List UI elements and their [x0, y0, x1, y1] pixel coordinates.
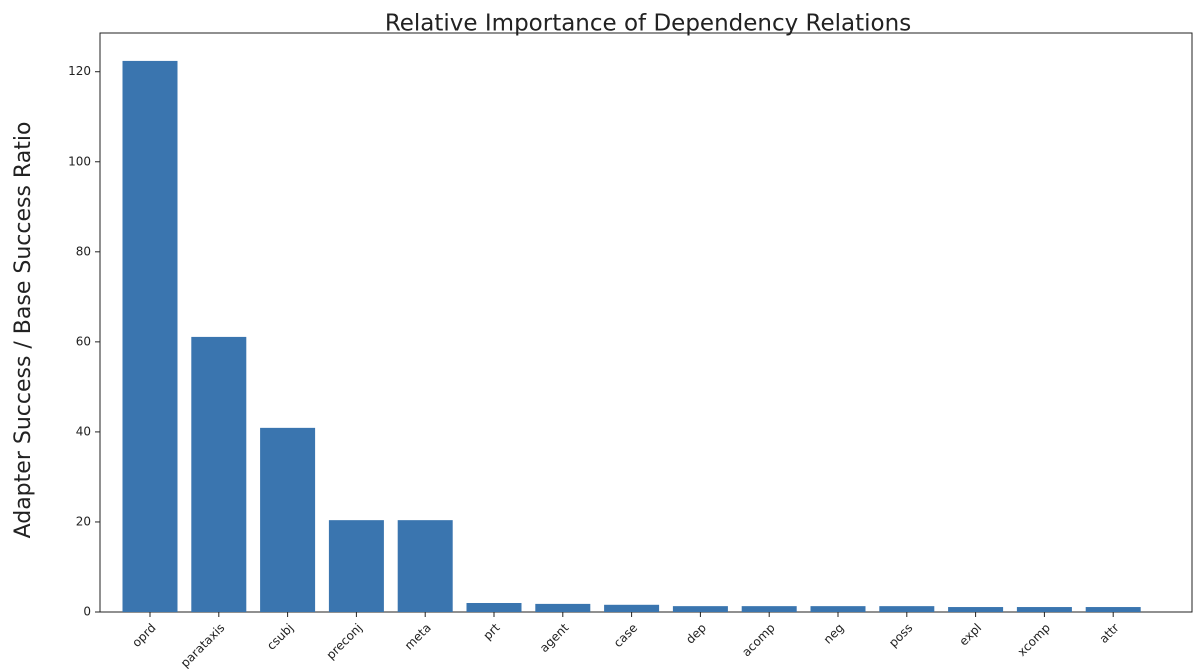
- bar: [672, 606, 728, 612]
- bar: [466, 602, 522, 612]
- bar: [810, 606, 866, 612]
- x-tick-label: neg: [821, 621, 847, 647]
- bar: [191, 336, 247, 612]
- y-tick-label: 100: [68, 154, 91, 168]
- bar: [535, 603, 591, 612]
- x-tick-label: prt: [480, 620, 502, 642]
- y-tick-label: 40: [76, 424, 91, 438]
- x-tick-label: case: [611, 621, 640, 650]
- chart-title: Relative Importance of Dependency Relati…: [385, 11, 911, 37]
- bar: [1016, 607, 1072, 612]
- x-tick-label: expl: [956, 621, 984, 649]
- y-tick-label: 80: [76, 244, 91, 258]
- x-tick-label: dep: [683, 621, 709, 647]
- bar: [328, 520, 384, 612]
- x-tick-label: poss: [886, 621, 915, 650]
- x-tick-label: agent: [537, 620, 572, 655]
- bar: [260, 427, 316, 612]
- x-tick-label: acomp: [739, 621, 778, 660]
- x-tick-label: csubj: [264, 621, 296, 653]
- bar: [604, 604, 660, 612]
- x-tick-label: oprd: [129, 621, 158, 650]
- x-tick-label: attr: [1097, 621, 1122, 646]
- x-tick-label: parataxis: [178, 621, 228, 669]
- bar: [741, 606, 797, 612]
- bar: [122, 60, 178, 612]
- bar: [1085, 607, 1141, 612]
- y-tick-label: 0: [83, 605, 91, 619]
- y-tick-label: 120: [68, 64, 91, 78]
- x-tick-label: preconj: [324, 621, 365, 662]
- bar: [397, 520, 453, 612]
- x-tick-label: meta: [402, 621, 434, 653]
- y-axis-label: Adapter Success / Base Success Ratio: [11, 122, 36, 539]
- y-tick-label: 20: [76, 514, 91, 528]
- x-tick-label: xcomp: [1015, 621, 1053, 659]
- y-tick-label: 60: [76, 334, 91, 348]
- bar: [948, 607, 1004, 612]
- bar: [879, 606, 935, 612]
